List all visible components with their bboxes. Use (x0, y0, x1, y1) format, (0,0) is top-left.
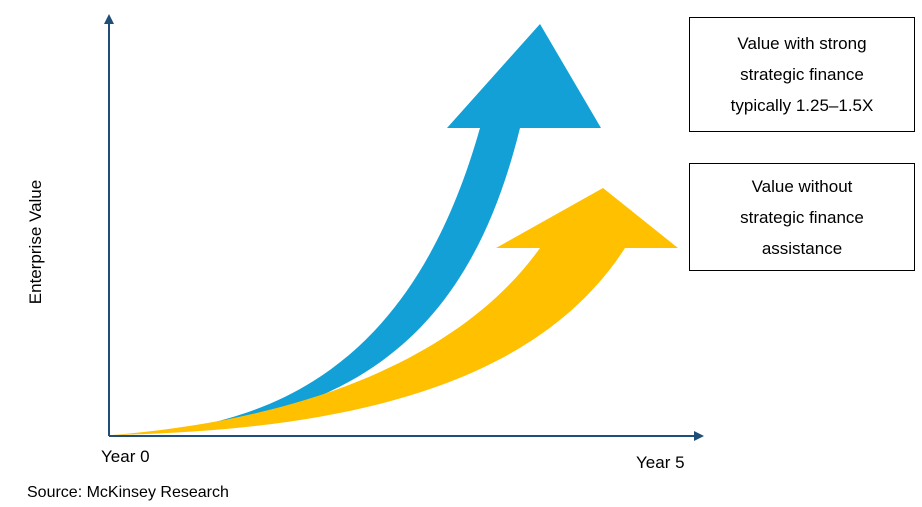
weak-callout-line-1: Value without (751, 176, 853, 196)
strong-finance-growth-arrow (112, 24, 601, 435)
strong-callout-line-3: typically 1.25–1.5X (730, 96, 874, 115)
strong-callout-line-1: Value with strong (737, 34, 867, 53)
source-note: Source: McKinsey Research (27, 484, 229, 501)
strong-callout-line-2: strategic finance (740, 65, 864, 84)
weak-finance-growth-arrow (112, 188, 678, 435)
strong-finance-callout: Value with strong strategic finance typi… (689, 17, 915, 132)
x-axis-start-label: Year 0 (101, 447, 150, 466)
weak-callout-line-3: assistance (761, 238, 843, 258)
y-axis-label: Enterprise Value (26, 179, 45, 305)
weak-callout-line-2: strategic finance (740, 207, 864, 227)
x-axis-end-label: Year 5 (636, 453, 685, 472)
weak-finance-callout: Value without strategic finance assistan… (689, 163, 915, 271)
